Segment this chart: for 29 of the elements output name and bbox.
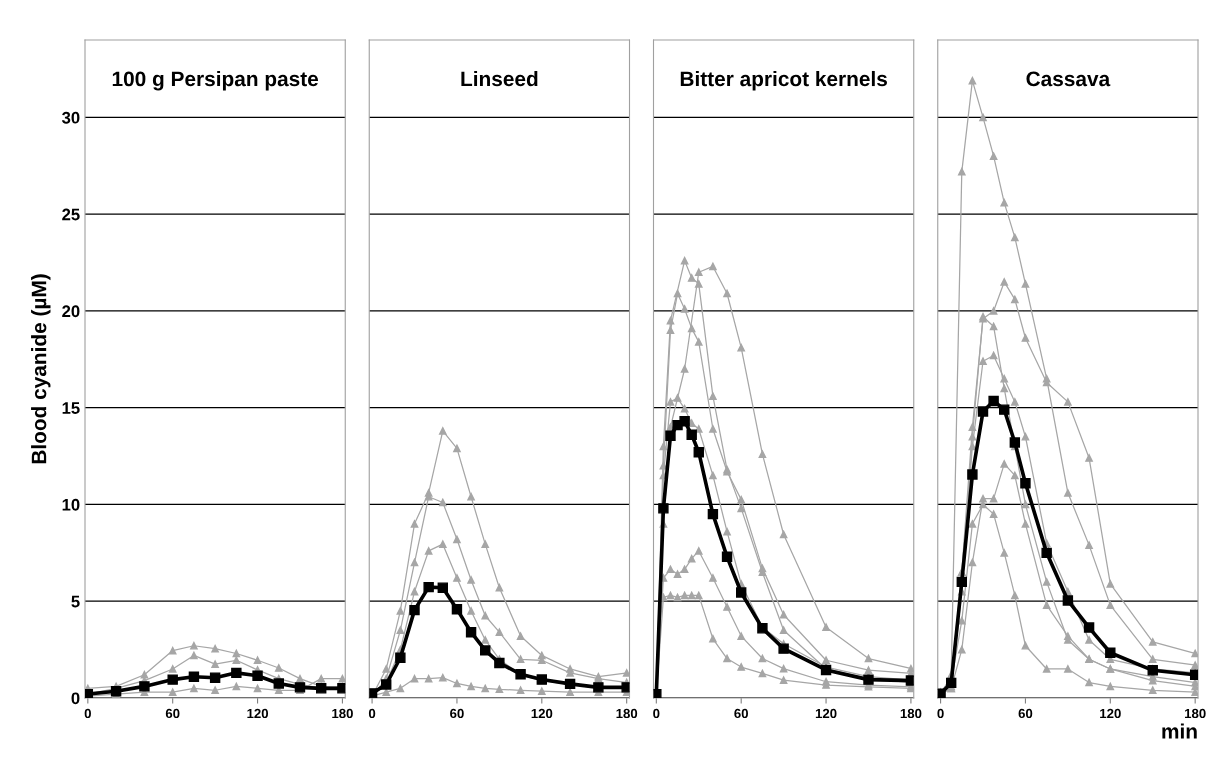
x-tick-label: 60 bbox=[1018, 708, 1033, 719]
x-tick-label: 60 bbox=[450, 708, 464, 719]
y-tick-label: 25 bbox=[62, 208, 80, 221]
x-tick-label: 0 bbox=[653, 708, 660, 719]
x-tick-label: 0 bbox=[937, 708, 944, 719]
text: Linseed bbox=[461, 70, 538, 87]
y-tick-label: 5 bbox=[71, 595, 80, 608]
x-tick-label: 0 bbox=[84, 708, 91, 719]
text: 100 g Persipan paste bbox=[112, 70, 319, 91]
x-tick-label: 0 bbox=[368, 708, 376, 719]
x-tick-label: 180 bbox=[1185, 708, 1206, 719]
x-tick-label: 180 bbox=[900, 708, 922, 719]
y-axis-title: Blood cyanide (µM) bbox=[31, 274, 51, 464]
text: Cassava bbox=[1026, 71, 1111, 87]
x-axis-title: min bbox=[1162, 723, 1197, 739]
x-tick-label: 120 bbox=[815, 708, 837, 719]
x-tick-label: 120 bbox=[247, 708, 269, 719]
x-tick-label: 180 bbox=[332, 708, 353, 719]
y-tick-label: 10 bbox=[62, 498, 80, 511]
y-tick-label: 0 bbox=[71, 692, 80, 705]
x-tick-label: 120 bbox=[531, 708, 553, 719]
text: Bitter apricot kernels bbox=[680, 70, 887, 91]
x-tick-label: 180 bbox=[616, 708, 638, 719]
y-tick-label: 20 bbox=[62, 305, 80, 318]
x-tick-label: 60 bbox=[734, 708, 748, 719]
y-tick-label: 15 bbox=[62, 402, 80, 414]
x-tick-label: 60 bbox=[165, 708, 180, 719]
y-tick-label: 30 bbox=[61, 111, 80, 124]
x-tick-label: 120 bbox=[1100, 708, 1121, 719]
